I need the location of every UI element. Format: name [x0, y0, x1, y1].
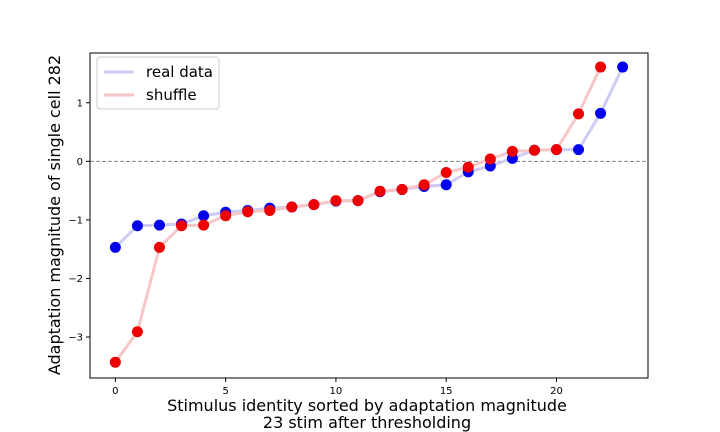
- data-point-shuffle: [330, 195, 342, 207]
- y-tick-label: −2: [68, 274, 83, 285]
- x-tick-label: 20: [550, 386, 563, 397]
- data-point-shuffle: [418, 179, 430, 191]
- data-point-shuffle: [286, 201, 298, 213]
- data-point-real-data: [109, 241, 121, 253]
- y-tick-label: 0: [77, 157, 83, 168]
- series-line-shuffle: [114, 66, 602, 364]
- data-point-shuffle: [352, 195, 364, 207]
- data-point-shuffle: [550, 144, 562, 156]
- x-axis-sublabel: 23 stim after thresholding: [263, 413, 471, 432]
- data-point-shuffle: [220, 210, 232, 222]
- legend-label-real-data: real data: [146, 63, 213, 81]
- data-point-shuffle: [176, 220, 188, 232]
- x-tick-label: 15: [440, 386, 453, 397]
- data-point-shuffle: [198, 219, 210, 231]
- plot-area: [89, 52, 649, 379]
- data-point-real-data: [440, 179, 452, 191]
- axis-ticks: 0 5 10 15 20 −3 −2 −1 0 1: [68, 98, 563, 397]
- data-point-shuffle: [528, 144, 540, 156]
- data-point-shuffle: [131, 326, 143, 338]
- data-point-shuffle: [242, 206, 254, 218]
- data-point-real-data: [198, 210, 210, 222]
- data-point-shuffle: [506, 145, 518, 157]
- data-point-shuffle: [308, 199, 320, 211]
- data-point-real-data: [153, 219, 165, 231]
- data-point-real-data: [595, 107, 607, 119]
- x-tick-label: 0: [112, 386, 118, 397]
- data-point-shuffle: [396, 183, 408, 195]
- data-point-shuffle: [573, 108, 585, 120]
- x-tick-label: 10: [330, 386, 343, 397]
- y-tick-label: −1: [68, 215, 83, 226]
- data-point-shuffle: [440, 166, 452, 178]
- data-point-shuffle: [264, 205, 276, 217]
- x-tick-label: 5: [222, 386, 228, 397]
- y-axis-label: Adaptation magnitude of single cell 282: [45, 55, 64, 375]
- data-point-real-data: [573, 144, 585, 156]
- legend-label-shuffle: shuffle: [146, 86, 197, 104]
- data-point-shuffle: [595, 61, 607, 73]
- data-point-real-data: [617, 61, 629, 73]
- data-point-shuffle: [153, 241, 165, 253]
- axes-frame: [89, 52, 649, 379]
- x-axis-label: Stimulus identity sorted by adaptation m…: [167, 396, 567, 415]
- data-point-shuffle: [374, 185, 386, 197]
- data-point-real-data: [131, 220, 143, 232]
- data-point-shuffle: [484, 153, 496, 165]
- y-tick-label: −3: [68, 333, 83, 344]
- legend: real data shuffle: [96, 56, 220, 110]
- data-point-shuffle: [109, 356, 121, 368]
- y-tick-label: 1: [77, 98, 83, 109]
- data-point-shuffle: [462, 161, 474, 173]
